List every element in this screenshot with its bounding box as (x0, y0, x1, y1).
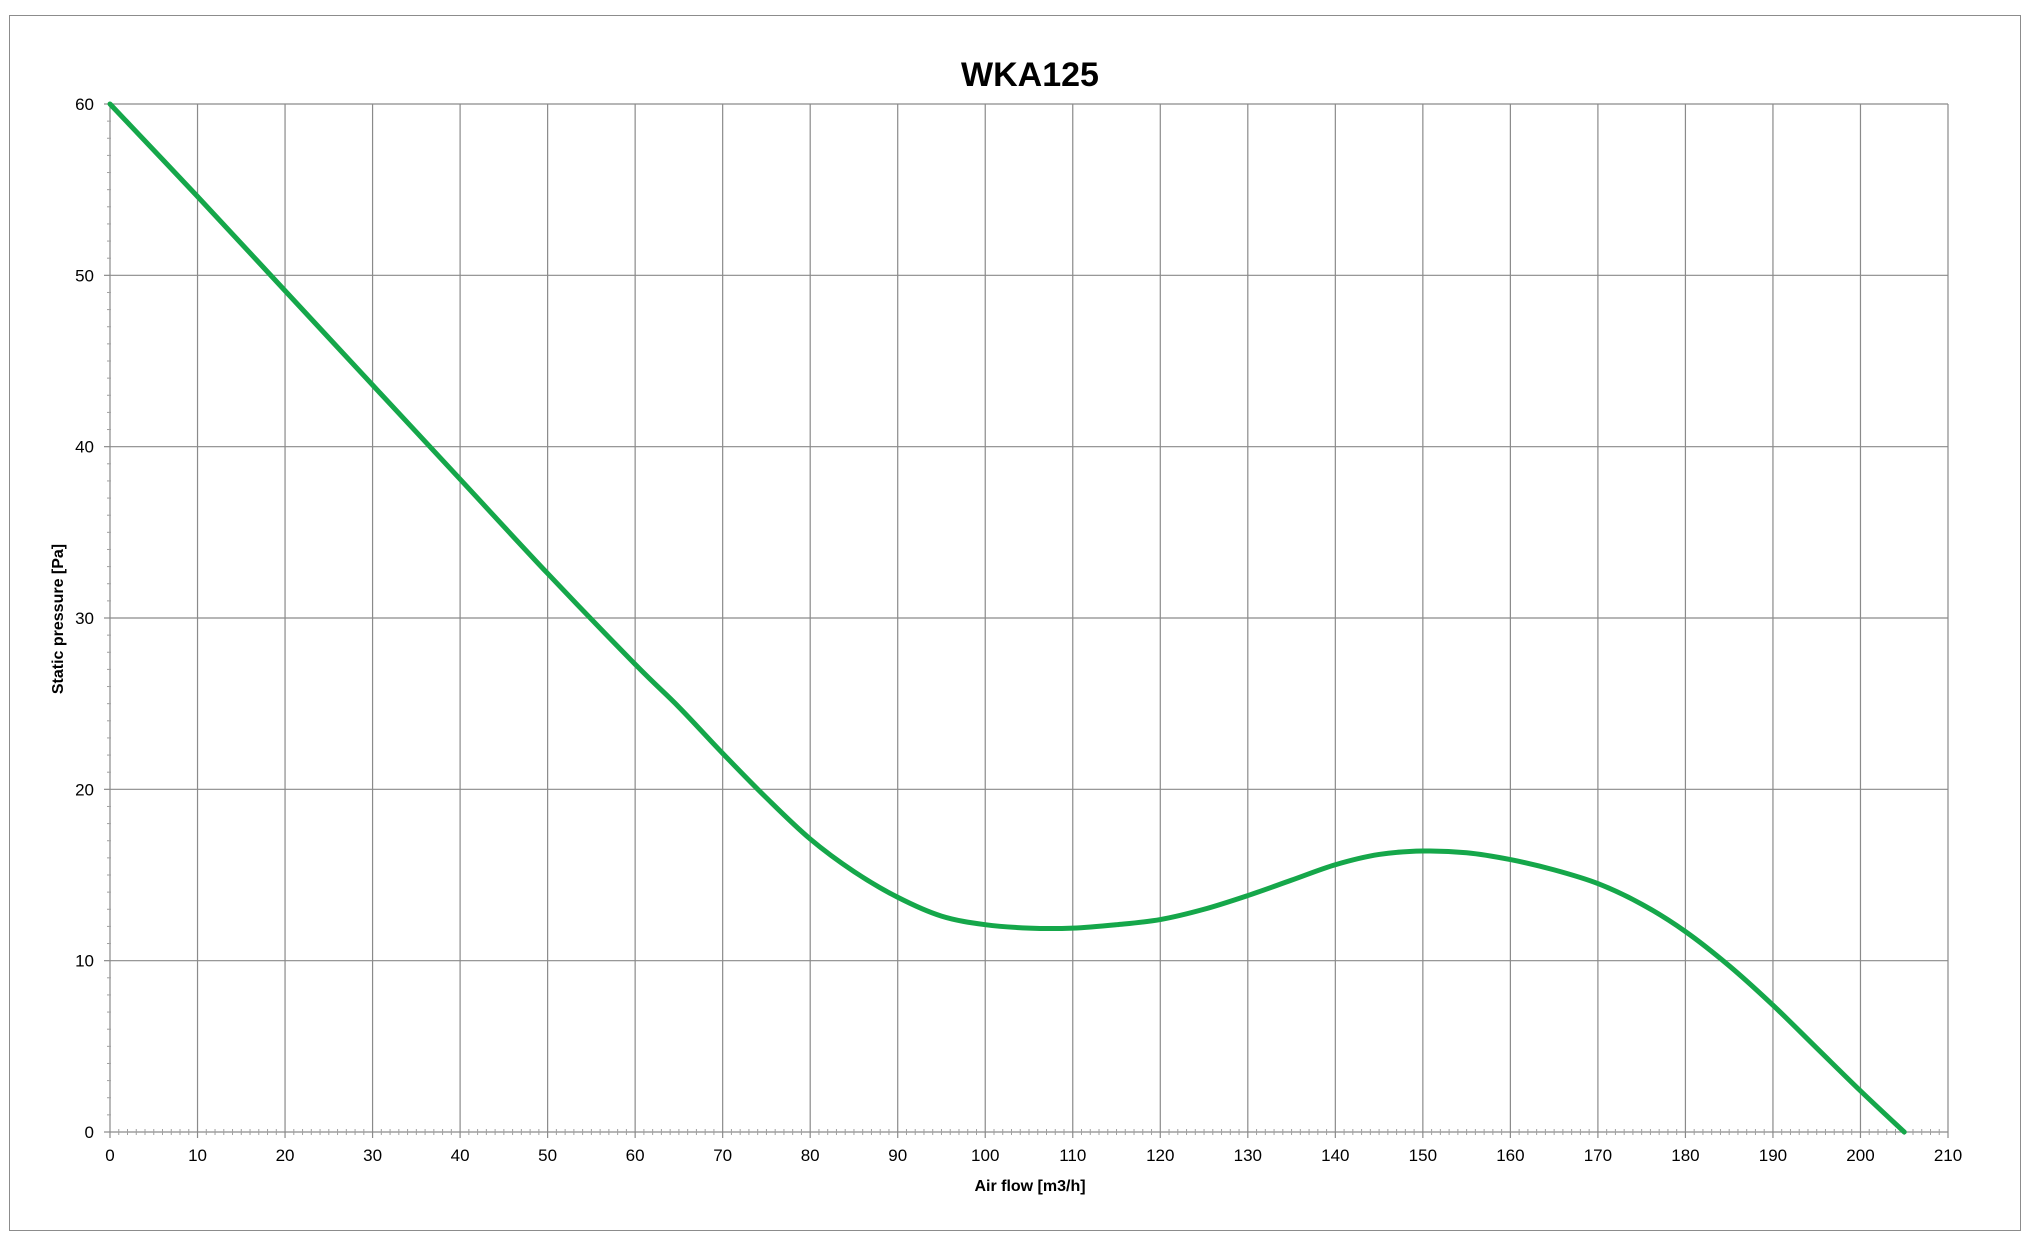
x-tick-label: 60 (626, 1146, 645, 1165)
x-tick-label: 170 (1584, 1146, 1612, 1165)
y-axis-label: Static pressure [Pa] (50, 544, 67, 694)
x-tick-label: 90 (888, 1146, 907, 1165)
x-tick-label: 200 (1846, 1146, 1874, 1165)
x-tick-label: 130 (1234, 1146, 1262, 1165)
x-tick-label: 50 (538, 1146, 557, 1165)
x-tick-label: 30 (363, 1146, 382, 1165)
x-tick-label: 80 (801, 1146, 820, 1165)
series-layer (107, 101, 1907, 1135)
x-tick-label: 210 (1934, 1146, 1962, 1165)
y-tick-label: 30 (75, 609, 94, 628)
x-axis-label: Air flow [m3/h] (974, 1178, 1085, 1195)
x-tick-label: 110 (1059, 1146, 1086, 1165)
y-tick-label: 0 (85, 1123, 94, 1142)
x-tick-label: 100 (971, 1146, 999, 1165)
x-tick-label: 10 (188, 1146, 207, 1165)
series-line-0 (107, 101, 1907, 1135)
x-tick-label: 120 (1146, 1146, 1174, 1165)
x-tick-label: 0 (105, 1146, 114, 1165)
x-tick-label: 160 (1496, 1146, 1524, 1165)
y-tick-label: 10 (75, 952, 94, 971)
y-tick-label: 60 (75, 95, 94, 114)
y-tick-label: 40 (75, 438, 94, 457)
x-tick-label: 20 (276, 1146, 295, 1165)
minor-ticks (107, 120, 1940, 1135)
tick-labels: 0 10 20 30 40 50 60 70 80 90 100 110 120 130 140 150 160… (75, 95, 1962, 1165)
y-tick-label: 50 (75, 266, 94, 285)
x-tick-label: 40 (451, 1146, 470, 1165)
x-tick-label: 180 (1671, 1146, 1699, 1165)
x-tick-label: 140 (1321, 1146, 1349, 1165)
x-tick-label: 150 (1409, 1146, 1437, 1165)
grid (104, 103, 1949, 1138)
y-tick-label: 20 (75, 780, 94, 799)
chart-title: WKA125 (961, 56, 1099, 94)
x-tick-label: 70 (713, 1146, 732, 1165)
x-tick-label: 190 (1759, 1146, 1787, 1165)
